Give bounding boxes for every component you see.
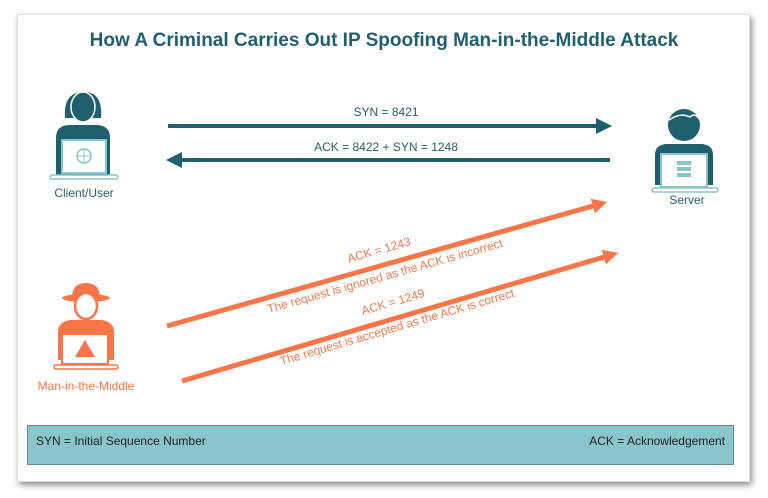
legend-ack: ACK = Acknowledgement: [589, 434, 725, 448]
attacker-label: Man-in-the-Middle: [37, 379, 135, 393]
syn-label: SYN = 8421: [353, 105, 419, 119]
server-label: Server: [669, 193, 705, 207]
ack-1249-arrow: [181, 249, 619, 384]
ack-1243-arrow: [166, 198, 608, 329]
diagram-title: How A Criminal Carries Out IP Spoofing M…: [89, 30, 679, 51]
client-icon: [49, 91, 119, 180]
attacker-icon: [53, 283, 119, 370]
diagram-card: [17, 14, 750, 482]
legend-box: SYN = Initial Sequence Number ACK = Ackn…: [27, 425, 734, 465]
legend-syn: SYN = Initial Sequence Number: [36, 434, 206, 448]
server-icon: [651, 109, 719, 193]
ack-syn-label: ACK = 8422 + SYN = 1248: [314, 140, 458, 154]
client-label: Client/User: [54, 186, 114, 200]
